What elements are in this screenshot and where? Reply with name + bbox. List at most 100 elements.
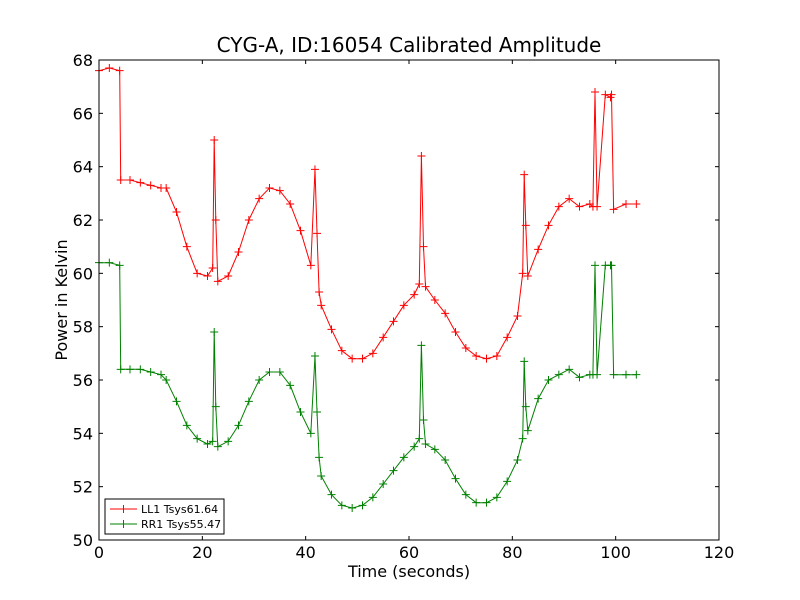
data-point — [451, 328, 460, 336]
data-point — [310, 352, 319, 360]
data-point — [327, 325, 336, 334]
data-point — [368, 493, 377, 502]
data-point — [430, 445, 439, 454]
data-point — [265, 368, 274, 376]
data-point — [136, 365, 145, 374]
data-point — [415, 434, 424, 443]
data-point — [255, 194, 264, 203]
data-point — [461, 490, 470, 499]
data-point — [182, 421, 191, 430]
data-point — [399, 301, 408, 310]
y-tick-label: 56 — [73, 371, 93, 390]
data-point — [105, 258, 114, 267]
data-point — [255, 376, 264, 384]
data-point — [575, 202, 584, 211]
data-point — [115, 261, 124, 270]
legend-marker — [119, 505, 128, 513]
data-point — [523, 272, 532, 280]
data-point — [521, 402, 530, 411]
data-point — [430, 296, 439, 304]
data-point — [389, 466, 398, 475]
data-point — [518, 434, 527, 443]
data-point — [337, 501, 346, 510]
y-axis-label: Power in Kelvin — [52, 239, 71, 360]
series-1 — [95, 258, 641, 512]
data-point — [275, 368, 284, 376]
data-point — [313, 229, 322, 238]
data-point — [116, 176, 125, 184]
data-point — [126, 365, 134, 374]
y-tick-label: 66 — [73, 104, 93, 123]
data-point — [513, 312, 522, 320]
data-point — [203, 440, 212, 448]
data-point — [389, 317, 398, 326]
data-point — [575, 373, 584, 382]
x-tick-label: 120 — [704, 543, 735, 562]
data-point — [554, 202, 563, 211]
data-point — [609, 370, 618, 379]
data-point — [503, 333, 512, 342]
data-point — [213, 442, 222, 451]
legend-entry-1: RR1 Tsys55.47 — [110, 518, 221, 531]
data-point — [622, 200, 630, 208]
data-point — [315, 288, 324, 296]
data-point — [554, 370, 563, 379]
data-point — [421, 440, 430, 448]
data-point — [565, 194, 574, 203]
y-tick-label: 58 — [73, 318, 93, 337]
data-point — [399, 453, 408, 462]
data-point — [224, 437, 233, 446]
data-point — [441, 309, 450, 318]
x-axis-label: Time (seconds) — [347, 562, 470, 581]
data-point — [116, 365, 125, 374]
data-point — [520, 357, 529, 366]
x-tick-label: 80 — [502, 543, 522, 562]
data-point — [534, 394, 543, 403]
data-point — [306, 429, 315, 438]
data-point — [419, 242, 428, 251]
data-point — [358, 501, 367, 510]
data-point — [203, 272, 212, 280]
data-point — [306, 261, 315, 270]
y-tick-label: 62 — [73, 211, 93, 230]
data-point — [337, 346, 346, 355]
data-point — [607, 90, 616, 99]
data-point — [451, 474, 460, 483]
data-point — [622, 370, 630, 379]
data-point — [379, 480, 388, 488]
data-point — [632, 370, 641, 379]
y-tick-label: 68 — [73, 51, 93, 70]
data-point — [593, 202, 602, 211]
legend-label: LL1 Tsys61.64 — [141, 503, 218, 516]
data-point — [224, 272, 233, 280]
data-point — [211, 216, 220, 224]
data-point — [210, 328, 219, 336]
data-point — [162, 184, 171, 192]
data-point — [520, 170, 529, 179]
data-point — [105, 64, 114, 72]
data-point — [193, 434, 202, 443]
data-point — [482, 354, 491, 363]
x-tick-label: 40 — [295, 543, 315, 562]
data-point — [126, 176, 134, 184]
data-point — [607, 261, 616, 270]
data-point — [348, 504, 357, 512]
data-point — [523, 426, 532, 435]
data-point — [513, 456, 522, 464]
data-point — [172, 208, 181, 216]
data-point — [521, 221, 530, 230]
series-layer — [95, 64, 641, 512]
data-point — [317, 472, 326, 480]
data-point — [591, 261, 599, 270]
ticks-layer: 0 20 40 60 80 100 120 50 52 54 56 58 60 62 64 66 68 — [73, 51, 735, 562]
data-point — [368, 349, 377, 358]
data-point — [472, 352, 481, 360]
data-point — [193, 269, 202, 278]
data-point — [286, 200, 295, 208]
data-point — [609, 205, 618, 214]
data-point — [157, 370, 165, 379]
data-point — [211, 402, 220, 411]
data-point — [234, 248, 243, 256]
data-point — [534, 245, 543, 254]
data-point — [265, 184, 274, 192]
